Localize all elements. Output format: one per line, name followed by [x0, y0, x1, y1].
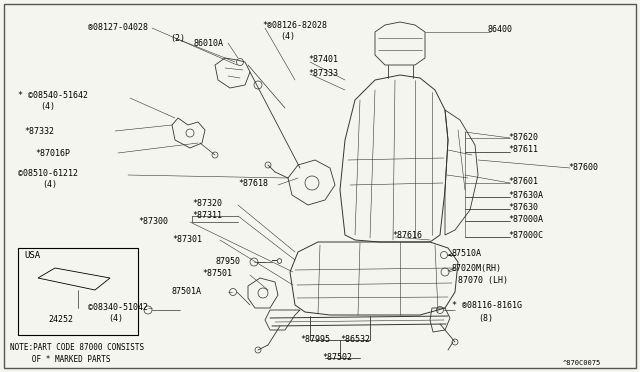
Text: *87311: *87311 [192, 211, 222, 219]
Text: *87300: *87300 [138, 217, 168, 225]
Text: 86400: 86400 [488, 26, 513, 35]
Text: ^870C0075: ^870C0075 [563, 360, 601, 366]
Text: (4): (4) [40, 103, 55, 112]
Text: —○: —○ [272, 257, 282, 266]
Text: *®08126-82028: *®08126-82028 [262, 22, 327, 31]
Text: *87620: *87620 [508, 132, 538, 141]
Text: NOTE:PART CODE 87000 CONSISTS: NOTE:PART CODE 87000 CONSISTS [10, 343, 144, 353]
Text: *87401: *87401 [308, 55, 338, 64]
Text: * ®08116-8161G: * ®08116-8161G [452, 301, 522, 311]
Text: *87630A: *87630A [508, 192, 543, 201]
Text: (4): (4) [42, 180, 57, 189]
Text: 87950: 87950 [215, 257, 240, 266]
Text: 24252: 24252 [48, 315, 73, 324]
Text: *87502: *87502 [322, 353, 352, 362]
Text: *87995: *87995 [300, 334, 330, 343]
Text: 87070 (LH): 87070 (LH) [458, 276, 508, 285]
Text: ©08510-61212: ©08510-61212 [18, 170, 78, 179]
Text: *87333: *87333 [308, 68, 338, 77]
Text: *87501: *87501 [202, 269, 232, 279]
Text: *87611: *87611 [508, 145, 538, 154]
Text: *86532: *86532 [340, 334, 370, 343]
Text: *87601: *87601 [508, 177, 538, 186]
Text: ®08127-04028: ®08127-04028 [88, 23, 148, 32]
Text: (2): (2) [170, 33, 185, 42]
Text: ©08340-51042: ©08340-51042 [88, 302, 148, 311]
Text: *87301: *87301 [172, 235, 202, 244]
Text: *87618: *87618 [238, 180, 268, 189]
Text: *87320: *87320 [192, 199, 222, 208]
Text: *87000C: *87000C [508, 231, 543, 241]
Text: 87501A: 87501A [172, 286, 202, 295]
Text: *87016P: *87016P [35, 148, 70, 157]
Text: *87616: *87616 [392, 231, 422, 241]
Text: *87630: *87630 [508, 203, 538, 212]
Text: 87510A: 87510A [452, 248, 482, 257]
Text: * ©08540-51642: * ©08540-51642 [18, 90, 88, 99]
Text: *87332: *87332 [24, 126, 54, 135]
Text: 86010A: 86010A [193, 38, 223, 48]
Text: (4): (4) [280, 32, 295, 42]
Text: *87000A: *87000A [508, 215, 543, 224]
Text: OF * MARKED PARTS: OF * MARKED PARTS [18, 356, 111, 365]
Text: (4): (4) [108, 314, 123, 324]
Text: (8): (8) [478, 314, 493, 323]
Text: *87600: *87600 [568, 163, 598, 171]
Text: USA: USA [24, 250, 40, 260]
Text: 87020M(RH): 87020M(RH) [452, 263, 502, 273]
